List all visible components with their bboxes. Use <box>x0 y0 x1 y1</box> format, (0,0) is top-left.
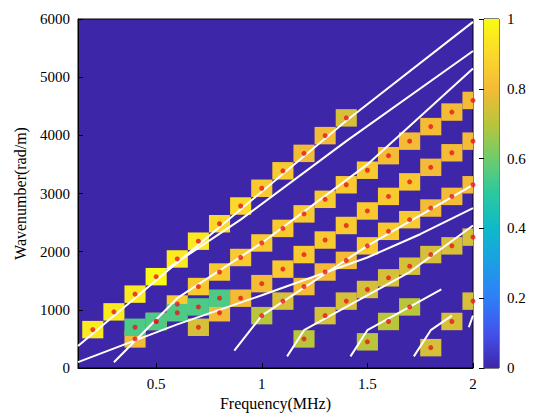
svg-text:4000: 4000 <box>40 127 70 143</box>
svg-text:2: 2 <box>469 376 477 392</box>
svg-text:1.5: 1.5 <box>358 376 377 392</box>
svg-text:1: 1 <box>507 11 515 27</box>
svg-text:0: 0 <box>63 360 71 376</box>
svg-text:1: 1 <box>258 376 266 392</box>
svg-text:2000: 2000 <box>40 244 70 260</box>
svg-text:0.4: 0.4 <box>507 220 526 236</box>
svg-text:0.2: 0.2 <box>507 290 526 306</box>
svg-text:0: 0 <box>507 360 515 376</box>
svg-text:0.5: 0.5 <box>147 376 166 392</box>
svg-text:Wavenumber(rad/m): Wavenumber(rad/m) <box>12 127 30 260</box>
svg-text:1000: 1000 <box>40 302 70 318</box>
svg-text:6000: 6000 <box>40 11 70 27</box>
svg-text:Frequency(MHz): Frequency(MHz) <box>220 395 331 413</box>
svg-text:5000: 5000 <box>40 69 70 85</box>
svg-text:3000: 3000 <box>40 186 70 202</box>
svg-text:0.6: 0.6 <box>507 151 526 167</box>
svg-text:0.8: 0.8 <box>507 81 526 97</box>
